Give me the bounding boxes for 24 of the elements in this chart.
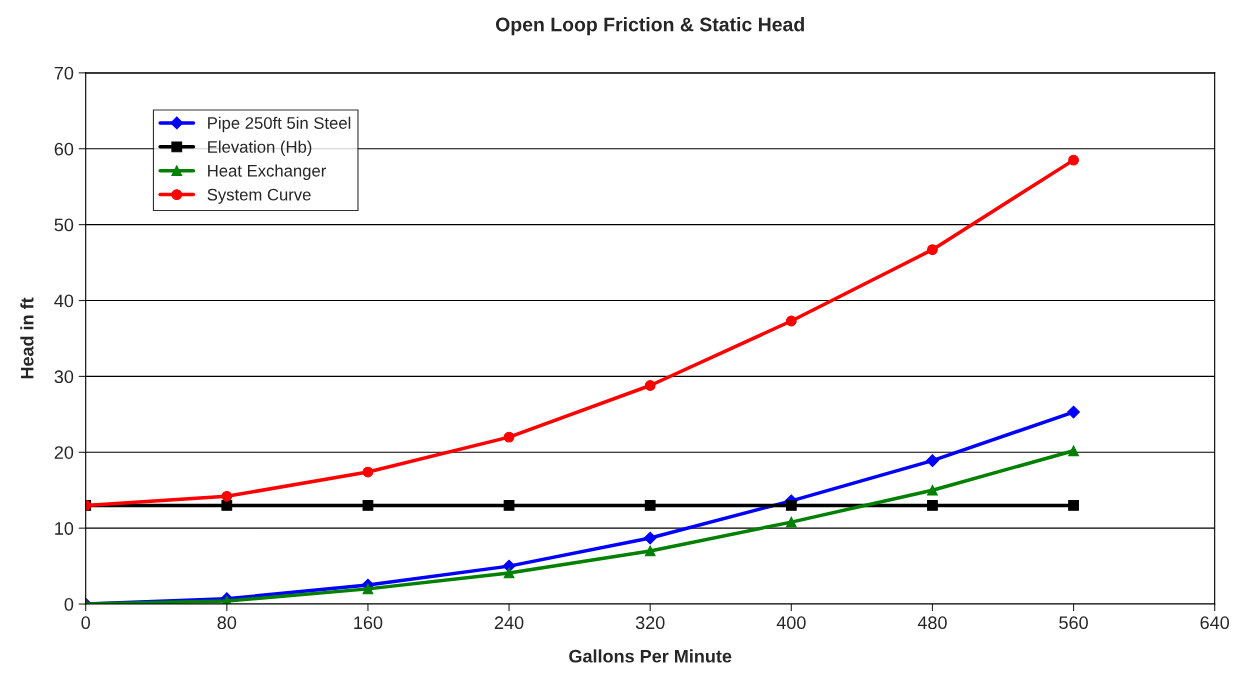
legend-label: Elevation (Hb) [208,140,312,157]
y-tick-label: 70 [54,66,74,80]
x-tick-label: 80 [217,616,237,630]
legend-label: Pipe 250ft 5in Steel [208,116,351,133]
y-axis-title: Head in ft [20,297,34,379]
x-tick-label: 400 [776,616,806,630]
x-tick-label: 160 [354,616,383,630]
x-tick-label: 560 [1059,616,1088,630]
y-tick-label: 10 [55,522,74,535]
legend-label: System Curve [207,188,311,204]
y-tick-label: 50 [54,218,74,232]
x-tick-label: 240 [494,616,524,630]
y-tick-label: 30 [54,370,74,384]
y-tick-label: 60 [54,142,74,156]
legend-label: Heat Exchanger [208,164,327,180]
y-tick-label: 20 [54,446,74,459]
x-axis-title: Gallons Per Minute [569,649,732,663]
x-tick-label: 0 [81,616,91,630]
y-tick-label: 0 [64,597,74,611]
chart-title: Open Loop Friction & Static Head [495,17,804,36]
y-tick-label: 40 [54,294,74,308]
x-tick-label: 320 [635,616,665,630]
x-tick-label: 640 [1200,616,1230,630]
x-tick-label: 480 [917,616,947,630]
